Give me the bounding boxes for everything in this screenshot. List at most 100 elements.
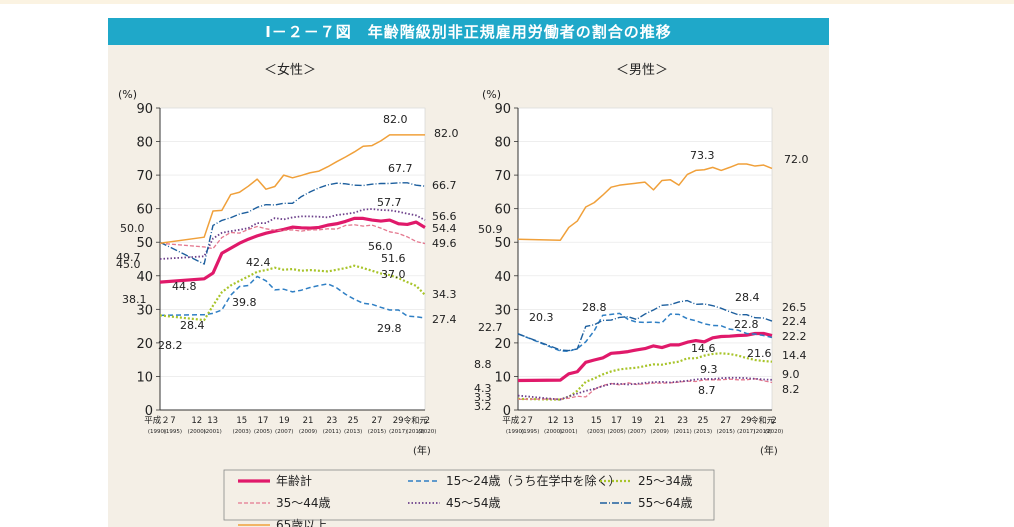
female-data-label: 29.8 bbox=[377, 322, 402, 335]
male-x-tick-label: 令和元 bbox=[751, 415, 775, 425]
male-x-tick-year: (2015) bbox=[717, 429, 735, 435]
female-x-tick-label: 2 bbox=[425, 416, 430, 426]
female-y-tick-label: 10 bbox=[136, 370, 153, 385]
female-y-unit: (%) bbox=[118, 88, 137, 101]
female-data-label: 54.4 bbox=[432, 222, 457, 235]
female-data-label: 45.0 bbox=[116, 258, 141, 271]
female-x-tick-label: 7 bbox=[170, 416, 175, 426]
female-y-tick-label: 90 bbox=[136, 102, 153, 117]
male-data-label: 8.7 bbox=[698, 384, 716, 397]
female-series-line bbox=[159, 182, 426, 265]
male-panel-label: ＜男性＞ bbox=[616, 63, 668, 78]
female-x-tick-year: (2013) bbox=[344, 429, 362, 435]
female-data-label: 57.7 bbox=[377, 196, 402, 209]
male-x-tick-label: 12 bbox=[548, 416, 559, 426]
female-data-label: 49.7 bbox=[116, 251, 141, 264]
male-x-tick-year: (2000) bbox=[544, 429, 562, 435]
male-x-tick-label: 2 bbox=[771, 416, 776, 426]
legend-label: 25〜34歳 bbox=[638, 474, 693, 488]
male-data-label: 28.8 bbox=[582, 301, 607, 314]
male-x-tick-label: 17 bbox=[611, 416, 622, 426]
female-x-tick-year: (2000) bbox=[188, 429, 206, 435]
male-x-tick-label: 29 bbox=[741, 416, 752, 426]
male-data-label: 72.0 bbox=[784, 153, 809, 166]
female-series-line bbox=[159, 134, 425, 244]
male-y-tick-label: 70 bbox=[494, 169, 511, 184]
female-x-tick-year: (1995) bbox=[164, 429, 182, 435]
female-y-tick-label: 80 bbox=[136, 136, 153, 151]
male-x-tick-label: 27 bbox=[720, 416, 731, 426]
male-x-tick-label: 15 bbox=[591, 416, 602, 426]
female-data-label: 34.3 bbox=[432, 288, 457, 301]
male-data-label: 20.3 bbox=[529, 311, 554, 324]
male-x-tick-year: (2001) bbox=[559, 429, 577, 435]
legend-label: 35〜44歳 bbox=[276, 496, 331, 510]
female-data-label: 44.8 bbox=[172, 280, 197, 293]
male-x-tick-year: (2019) bbox=[754, 429, 772, 435]
male-data-label: 73.3 bbox=[690, 149, 715, 162]
male-y-tick-label: 80 bbox=[494, 136, 511, 151]
legend-label: 45〜54歳 bbox=[446, 496, 501, 510]
female-series-line bbox=[159, 275, 426, 319]
female-x-tick-year: (2019) bbox=[406, 429, 424, 435]
female-data-label: 82.0 bbox=[383, 113, 408, 126]
male-data-label: 4.3 bbox=[474, 382, 492, 395]
male-x-tick-year: (2009) bbox=[651, 429, 669, 435]
legend-label: 65歳以上 bbox=[276, 518, 327, 527]
male-data-label: 3.2 bbox=[474, 400, 492, 413]
male-data-label: 22.4 bbox=[782, 315, 807, 328]
top-rule bbox=[0, 0, 1014, 4]
female-x-tick-label: 平成２ bbox=[144, 415, 170, 426]
male-data-label: 22.7 bbox=[478, 321, 503, 334]
female-data-label: 28.2 bbox=[158, 339, 183, 352]
legend-box bbox=[223, 469, 715, 521]
male-x-tick-label: 19 bbox=[632, 416, 643, 426]
male-x-tick-year: (2011) bbox=[673, 429, 691, 435]
male-data-label: 26.5 bbox=[782, 301, 807, 314]
male-plot-area bbox=[517, 107, 773, 411]
female-data-label: 67.7 bbox=[388, 162, 413, 175]
female-x-tick-label: 25 bbox=[348, 416, 359, 426]
female-y-tick-label: 60 bbox=[136, 203, 153, 218]
male-y-tick-label: 40 bbox=[494, 270, 511, 285]
male-y-unit: (%) bbox=[482, 88, 501, 101]
male-x-tick-year: (2005) bbox=[607, 429, 625, 435]
female-series-line bbox=[159, 216, 426, 284]
female-x-tick-year: (2007) bbox=[275, 429, 293, 435]
female-data-label: 56.0 bbox=[368, 240, 393, 253]
female-y-tick-label: 30 bbox=[136, 303, 153, 318]
male-x-tick-label: 23 bbox=[677, 416, 688, 426]
female-data-label: 42.4 bbox=[246, 256, 271, 269]
female-x-tick-label: 29 bbox=[393, 416, 404, 426]
male-x-tick-year: (2007) bbox=[628, 429, 646, 435]
male-x-tick-label: 13 bbox=[563, 416, 574, 426]
male-data-label: 50.9 bbox=[478, 223, 503, 236]
female-data-label: 49.6 bbox=[432, 237, 457, 250]
female-x-tick-label: 23 bbox=[326, 416, 337, 426]
female-y-tick-label: 20 bbox=[136, 337, 153, 352]
female-panel-label: ＜女性＞ bbox=[264, 62, 316, 78]
male-series-line bbox=[517, 163, 773, 241]
male-series-line bbox=[517, 378, 773, 400]
female-data-label: 56.6 bbox=[432, 210, 457, 223]
male-data-label: 9.3 bbox=[700, 363, 718, 376]
female-x-tick-year: (2003) bbox=[233, 429, 251, 435]
female-year-unit: (年) bbox=[413, 444, 431, 457]
female-x-tick-year: (1990) bbox=[148, 429, 166, 435]
female-x-tick-year: (2011) bbox=[323, 429, 341, 435]
male-y-tick-label: 20 bbox=[494, 337, 511, 352]
female-x-tick-year: (2001) bbox=[204, 429, 222, 435]
legend-label: 55〜64歳 bbox=[638, 496, 693, 510]
female-y-tick-label: 40 bbox=[136, 270, 153, 285]
male-x-tick-label: 21 bbox=[654, 416, 665, 426]
female-data-label: 28.4 bbox=[180, 319, 205, 332]
male-y-tick-label: 30 bbox=[494, 303, 511, 318]
male-x-tick-year: (1995) bbox=[521, 429, 539, 435]
female-series-line bbox=[159, 264, 426, 322]
female-x-tick-year: (2017) bbox=[389, 429, 407, 435]
male-x-tick-label: 25 bbox=[698, 416, 709, 426]
male-data-label: 22.2 bbox=[782, 330, 807, 343]
female-data-label: 50.0 bbox=[120, 222, 145, 235]
male-data-label: 3.3 bbox=[474, 391, 492, 404]
